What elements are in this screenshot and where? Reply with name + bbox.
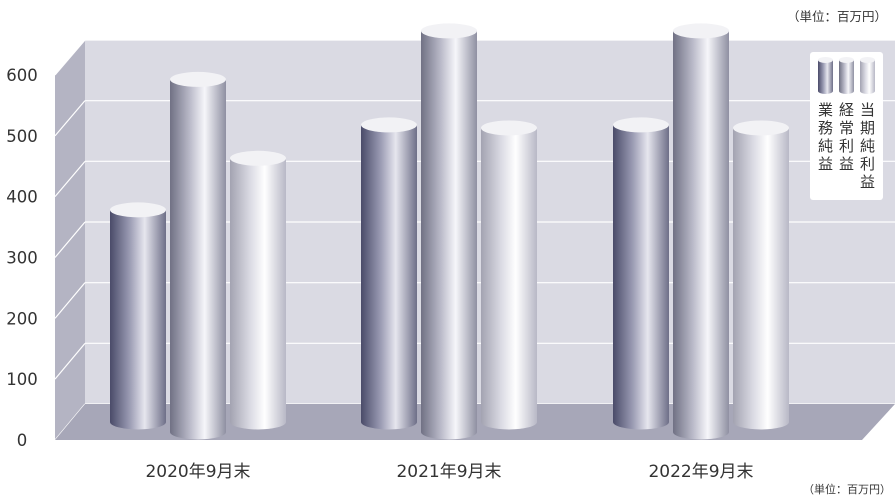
gridline-side: [54, 282, 86, 319]
bar: [421, 23, 477, 440]
y-tick-label: 0: [17, 431, 28, 450]
bar-body: [230, 158, 286, 430]
legend-swatch-top: [839, 57, 854, 63]
bar-body: [673, 30, 729, 440]
legend-swatch: [860, 60, 875, 94]
legend-swatch-top: [818, 57, 833, 63]
bar-body: [110, 209, 166, 430]
gridline-side: [54, 39, 86, 76]
legend-label-char: 純: [818, 137, 833, 155]
x-tick-label: 2020年9月末: [145, 462, 250, 482]
x-tick-label: 2021年9月末: [396, 462, 501, 482]
bars: [110, 23, 789, 440]
legend-label-char: 務: [818, 119, 833, 137]
bar: [110, 202, 166, 430]
bar: [733, 120, 789, 430]
gridline-side: [54, 160, 86, 198]
gridline-side: [54, 100, 86, 137]
bar-top: [230, 150, 286, 166]
bar-body: [361, 124, 417, 430]
bar-top: [613, 117, 669, 133]
legend-label-char: 純: [860, 137, 875, 155]
x-tick-label: 2022年9月末: [648, 462, 753, 482]
legend-label-char: 利: [839, 137, 854, 155]
bar: [361, 117, 417, 430]
y-axis: 0 100 200 300 400 500 600: [6, 66, 38, 450]
y-tick-label: 500: [6, 127, 38, 146]
legend-label-char: 益: [818, 155, 833, 173]
legend-label-char: 経: [839, 101, 854, 119]
bar-body: [421, 30, 477, 440]
bar-body: [481, 127, 537, 430]
bar: [673, 23, 729, 440]
bar-body: [613, 124, 669, 430]
y-tick-label: 600: [6, 66, 38, 85]
x-axis: 2020年9月末 2021年9月末 2022年9月末: [145, 462, 753, 482]
bar: [170, 71, 227, 440]
legend-label-char: 期: [860, 119, 875, 137]
bar-body: [170, 79, 227, 440]
bar-top: [361, 117, 417, 133]
bar: [230, 150, 286, 430]
legend-label-char: 利: [860, 155, 875, 173]
legend-label-char: 益: [839, 155, 854, 173]
unit-label-top: （単位：百万円）: [786, 9, 887, 24]
y-tick-label: 300: [6, 249, 38, 268]
bar-top: [170, 71, 226, 87]
unit-label-bottom: （単位：百万円）: [803, 483, 891, 496]
gridline-side: [54, 342, 86, 380]
bar: [481, 120, 537, 430]
bar-top: [733, 120, 789, 136]
bar-body: [733, 127, 789, 430]
legend-swatch: [818, 60, 833, 94]
bar-top: [673, 23, 729, 39]
bar: [613, 117, 669, 430]
legend-swatch: [839, 60, 854, 94]
gridline-side: [54, 221, 86, 258]
legend-swatch-top: [860, 57, 875, 63]
bar-top: [421, 23, 477, 39]
bar-top: [110, 202, 166, 218]
y-tick-label: 400: [6, 188, 38, 207]
y-tick-label: 200: [6, 309, 38, 328]
legend-label-char: 業: [818, 101, 833, 119]
legend-label-char: 当: [860, 101, 875, 119]
bar-top: [481, 120, 537, 136]
legend-label-char: 常: [839, 119, 854, 137]
legend-label-char: 益: [860, 173, 875, 191]
y-tick-label: 100: [6, 370, 38, 389]
